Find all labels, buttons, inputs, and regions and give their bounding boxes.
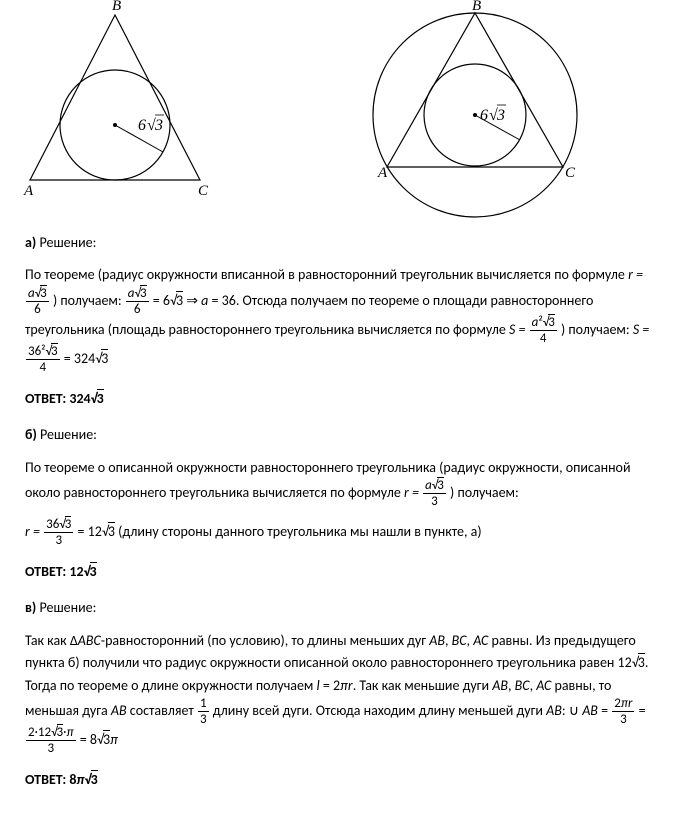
part-a-text: По теореме (радиус окружности вписанной … [25, 264, 664, 373]
svg-text:3: 3 [154, 117, 163, 134]
answer-b: ОТВЕТ: 12√3 [25, 561, 664, 583]
part-c-heading: в) Решение: [25, 597, 664, 619]
vertex-c-label-2: C [565, 165, 576, 181]
frac: a√3 3 [423, 479, 446, 508]
frac: 2·12√3·π 3 [26, 726, 76, 755]
part-c-text: Так как ∆ABC-равносторонний (по условию)… [25, 630, 664, 755]
part-a-label: а) [25, 234, 36, 251]
part-b-text-2: r = 36√3 3 = 12√3 (длину стороны данного… [25, 518, 664, 547]
part-b-heading: б) Решение: [25, 424, 664, 446]
vertex-b-label-2: B [472, 0, 481, 14]
svg-text:3: 3 [496, 107, 505, 124]
figures-row: 6 √ 3 A B C 6 √ 3 A B C [0, 0, 689, 222]
answer-c: ОТВЕТ: 8π√3 [25, 769, 664, 791]
svg-text:6: 6 [138, 117, 146, 134]
frac: 36√3 3 [44, 518, 73, 547]
part-b-label: б) [25, 426, 37, 443]
frac: a√3 6 [26, 287, 49, 316]
vertex-a-label: A [23, 183, 34, 199]
part-c-label: в) [25, 599, 36, 616]
frac: a²√3 4 [530, 316, 557, 345]
frac: 36²√3 4 [26, 345, 60, 374]
vertex-a-label-2: A [377, 165, 388, 181]
figure-circumscribed: 6 √ 3 A B C [360, 0, 590, 222]
frac: 1 3 [198, 697, 209, 726]
vertex-c-label: C [198, 183, 209, 199]
vertex-b-label: B [112, 0, 121, 14]
frac: a√3 6 [126, 287, 149, 316]
part-c-heading-text: Решение: [39, 599, 96, 616]
part-a-heading-text: Решение: [39, 234, 96, 251]
svg-text:6: 6 [480, 107, 488, 124]
part-a-heading: а) Решение: [25, 232, 664, 254]
page-body: а) Решение: По теореме (радиус окружност… [0, 232, 689, 825]
answer-a: ОТВЕТ: 324√3 [25, 388, 664, 410]
part-b-heading-text: Решение: [40, 426, 97, 443]
part-b-text-1: По теореме о описанной окружности равнос… [25, 457, 664, 508]
figure-inscribed: 6 √ 3 A B C [0, 0, 230, 200]
frac: 2πr 3 [612, 697, 634, 726]
